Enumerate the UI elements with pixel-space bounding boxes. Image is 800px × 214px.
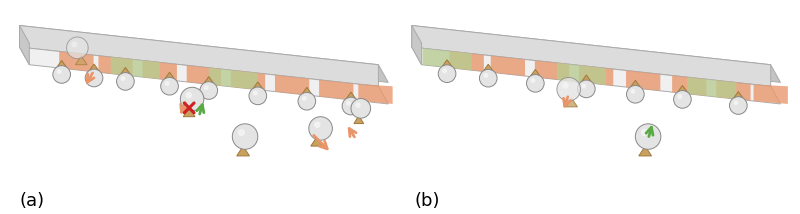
Text: (b): (b) <box>414 192 440 210</box>
Circle shape <box>635 124 661 149</box>
Circle shape <box>161 77 178 95</box>
Polygon shape <box>19 47 388 104</box>
Circle shape <box>232 124 258 149</box>
Polygon shape <box>302 87 312 94</box>
Circle shape <box>309 117 332 140</box>
Polygon shape <box>672 76 706 96</box>
Circle shape <box>253 91 258 95</box>
Circle shape <box>351 99 370 118</box>
Polygon shape <box>19 25 388 82</box>
Polygon shape <box>412 25 781 82</box>
Circle shape <box>57 69 62 74</box>
Circle shape <box>71 41 78 47</box>
Polygon shape <box>89 64 99 71</box>
Circle shape <box>355 103 361 108</box>
Circle shape <box>180 87 204 111</box>
Polygon shape <box>483 64 493 71</box>
Circle shape <box>302 96 307 101</box>
Circle shape <box>641 129 648 136</box>
Circle shape <box>630 89 635 94</box>
Circle shape <box>483 73 488 78</box>
Polygon shape <box>626 70 660 91</box>
Polygon shape <box>237 146 250 156</box>
Circle shape <box>442 68 447 73</box>
Polygon shape <box>557 63 606 85</box>
Polygon shape <box>579 65 614 86</box>
Polygon shape <box>412 25 422 65</box>
Circle shape <box>121 76 126 81</box>
Circle shape <box>86 69 103 87</box>
Polygon shape <box>319 80 354 100</box>
Circle shape <box>730 97 747 114</box>
Polygon shape <box>490 56 525 76</box>
Circle shape <box>53 66 70 83</box>
Circle shape <box>200 82 218 99</box>
Polygon shape <box>110 57 160 79</box>
Polygon shape <box>98 56 133 76</box>
Polygon shape <box>57 61 66 67</box>
Polygon shape <box>59 51 94 72</box>
Circle shape <box>165 81 170 86</box>
Polygon shape <box>535 61 569 81</box>
Polygon shape <box>165 72 174 79</box>
Polygon shape <box>354 116 364 123</box>
Polygon shape <box>19 25 30 65</box>
Polygon shape <box>75 56 87 65</box>
Polygon shape <box>678 85 687 92</box>
Circle shape <box>298 92 316 110</box>
Text: (a): (a) <box>19 192 45 210</box>
Polygon shape <box>183 108 195 117</box>
Polygon shape <box>346 92 356 99</box>
Circle shape <box>238 129 245 136</box>
Polygon shape <box>638 146 651 156</box>
Polygon shape <box>687 77 736 99</box>
Circle shape <box>117 73 134 90</box>
Circle shape <box>678 94 682 99</box>
Circle shape <box>342 97 360 115</box>
Polygon shape <box>204 77 214 83</box>
Polygon shape <box>754 84 788 104</box>
Circle shape <box>249 87 266 105</box>
Circle shape <box>734 100 738 105</box>
Circle shape <box>578 80 595 98</box>
Circle shape <box>557 77 581 101</box>
Circle shape <box>346 101 351 106</box>
Polygon shape <box>186 65 221 86</box>
Polygon shape <box>19 25 378 86</box>
Circle shape <box>526 74 544 92</box>
Circle shape <box>66 37 88 59</box>
Polygon shape <box>275 75 310 95</box>
Polygon shape <box>442 60 452 67</box>
Polygon shape <box>253 82 262 89</box>
Polygon shape <box>209 68 258 90</box>
Circle shape <box>479 69 497 87</box>
Circle shape <box>314 121 321 128</box>
Polygon shape <box>310 137 322 146</box>
Polygon shape <box>422 48 471 70</box>
Circle shape <box>674 91 691 108</box>
Polygon shape <box>142 61 177 81</box>
Polygon shape <box>412 25 770 86</box>
Polygon shape <box>734 92 743 98</box>
Polygon shape <box>530 69 540 76</box>
Circle shape <box>562 82 569 89</box>
Polygon shape <box>582 75 591 82</box>
Polygon shape <box>450 51 484 71</box>
Polygon shape <box>566 98 578 107</box>
Circle shape <box>530 78 535 83</box>
Polygon shape <box>630 80 640 87</box>
Circle shape <box>186 92 192 99</box>
Polygon shape <box>121 67 130 74</box>
Circle shape <box>438 65 456 83</box>
Polygon shape <box>358 84 393 104</box>
Polygon shape <box>716 80 750 101</box>
Circle shape <box>204 85 209 90</box>
Polygon shape <box>412 47 781 104</box>
Polygon shape <box>231 70 265 91</box>
Circle shape <box>582 84 586 89</box>
Circle shape <box>626 85 644 103</box>
Circle shape <box>89 73 94 78</box>
